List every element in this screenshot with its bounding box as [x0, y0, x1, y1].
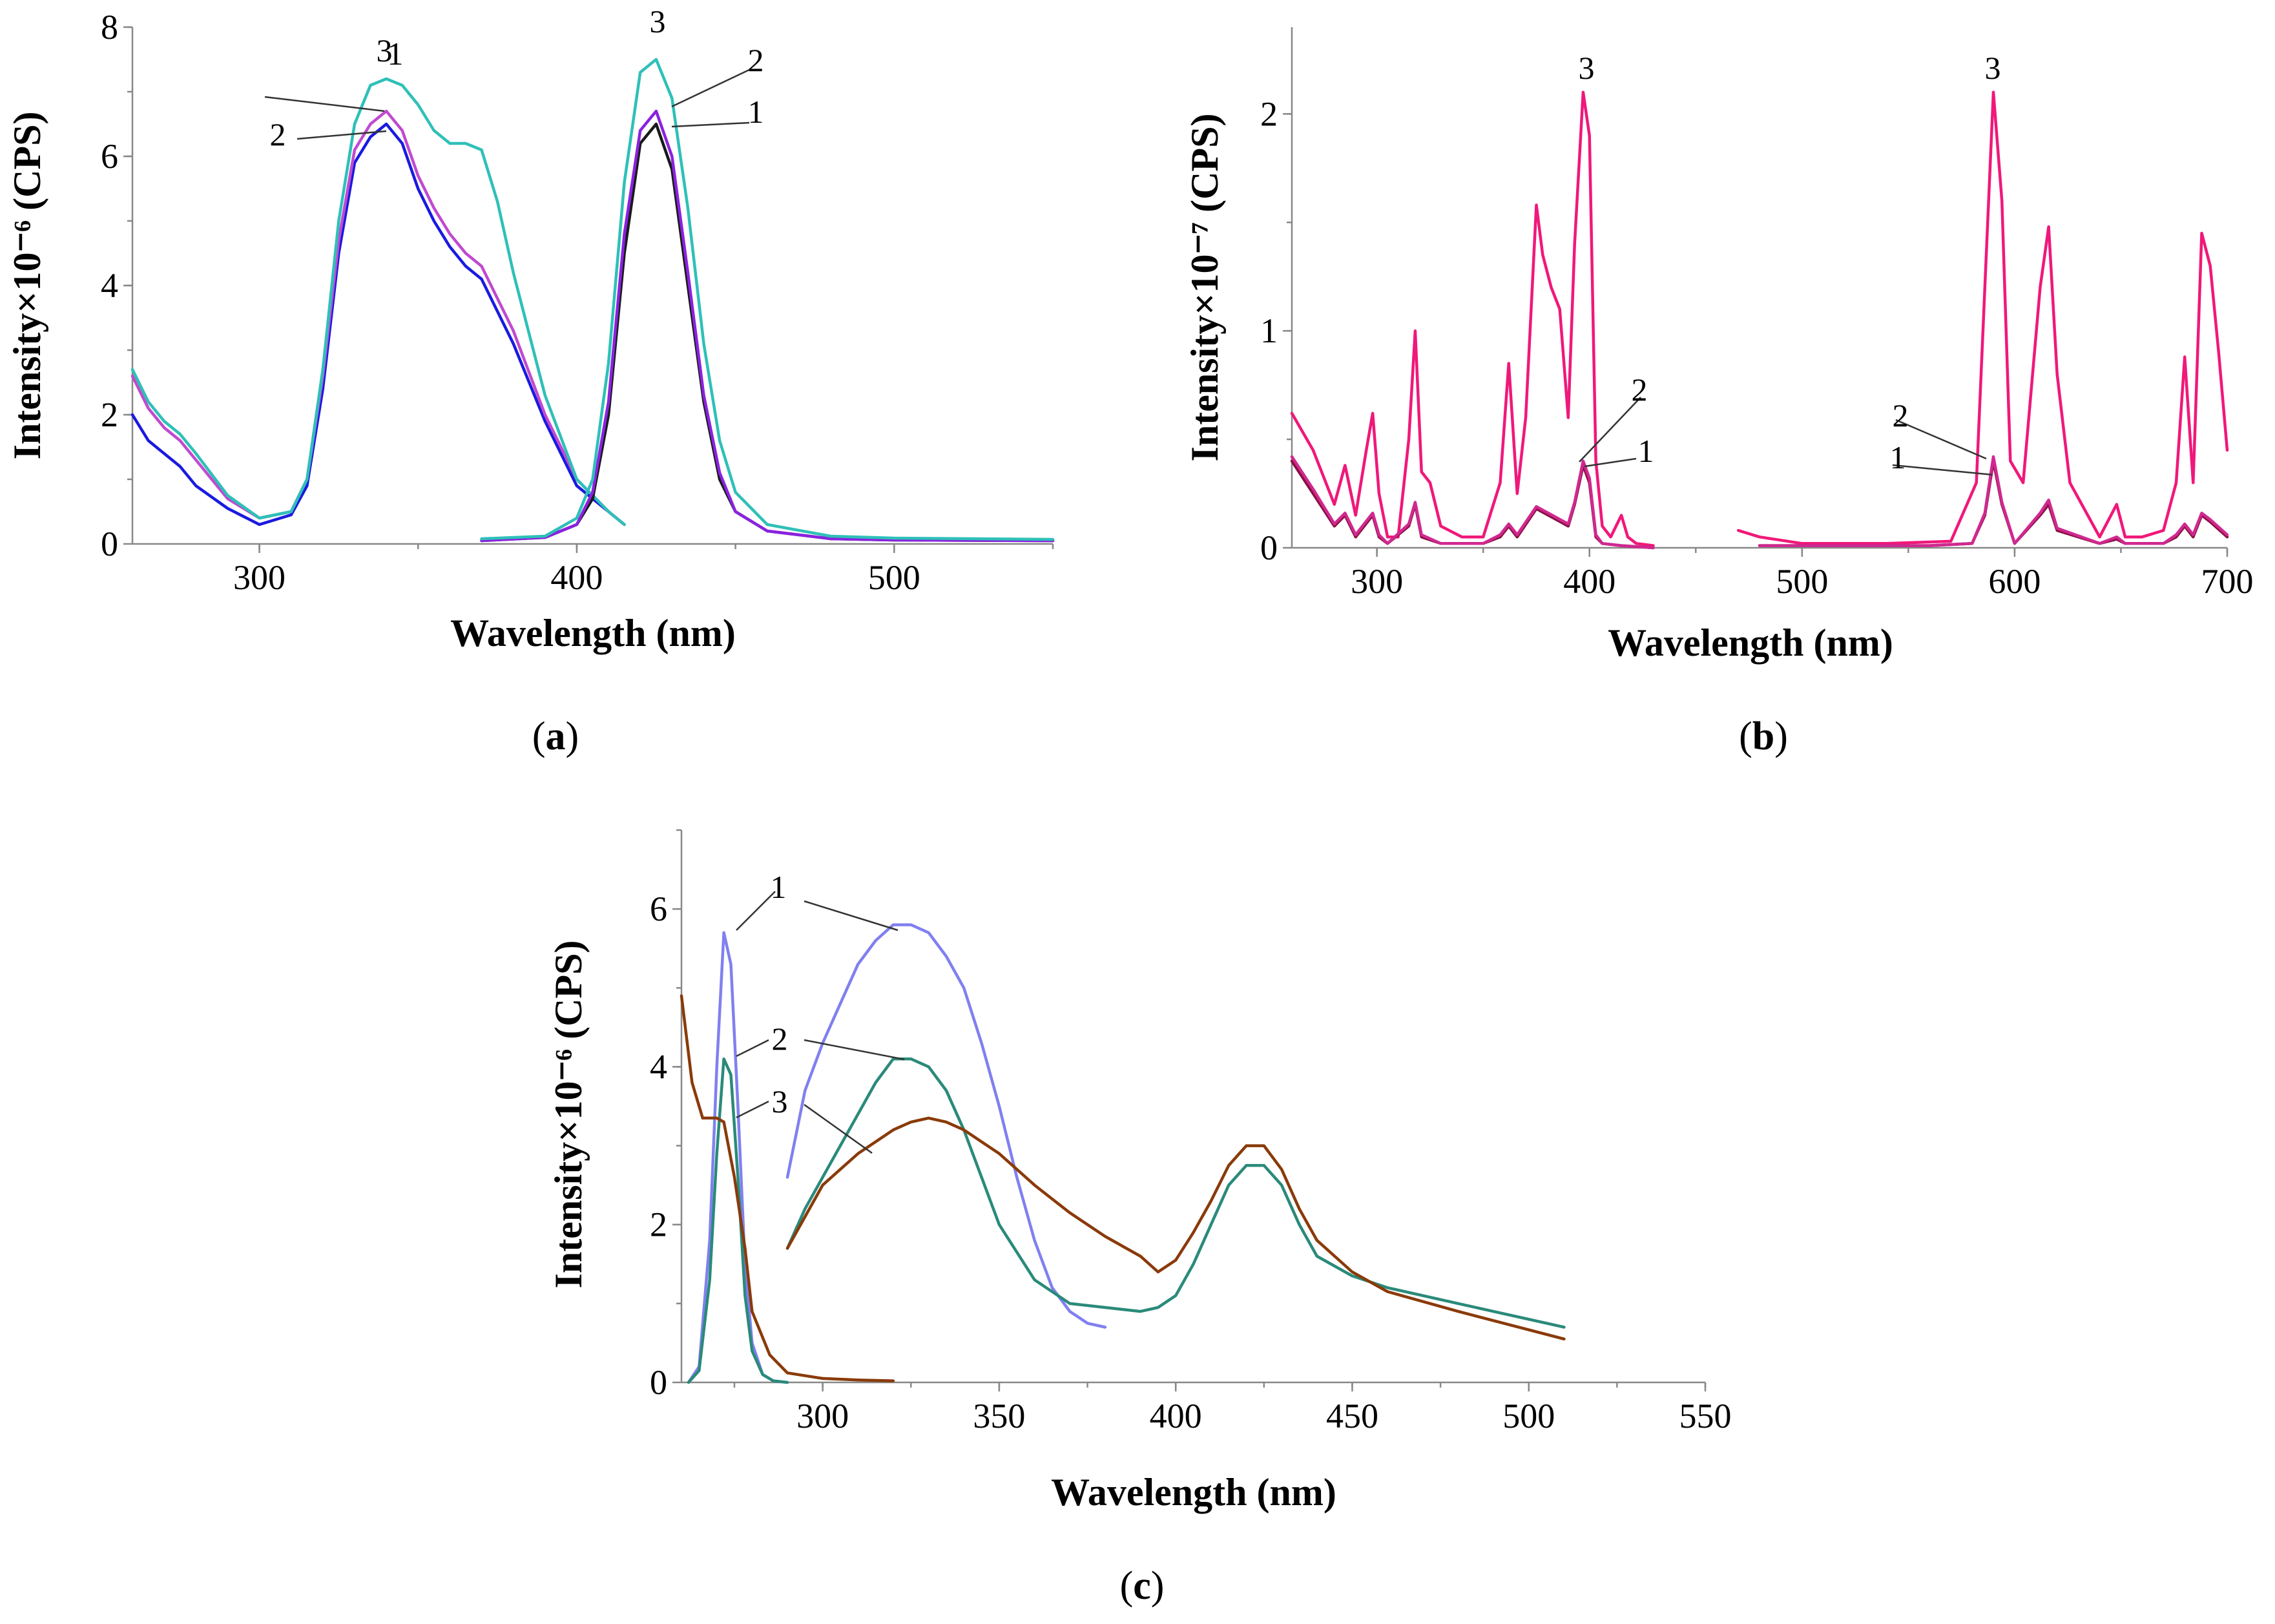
series-line-3: [480, 57, 1055, 541]
curve-label: 3: [1579, 50, 1595, 86]
curve-label: 1: [388, 36, 404, 72]
series-line-2: [480, 109, 1055, 543]
y-tick-label: 8: [101, 8, 118, 47]
curve-label: 2: [772, 1021, 788, 1057]
curve-label: 2: [1632, 371, 1648, 408]
leader-line: [804, 900, 899, 932]
leader-line: [296, 130, 387, 140]
leader-line: [1584, 457, 1637, 468]
x-tick-label: 500: [1776, 562, 1828, 601]
leader-line: [1579, 397, 1641, 463]
series-line-3: [680, 994, 895, 1382]
chart-panel-a: 300 400 500 0 2 4 6 8 Wavelength (nm) Intensity×1…: [6, 3, 1055, 758]
leader-line: [736, 1039, 769, 1057]
panel-label: (a): [532, 714, 579, 758]
y-tick-label: 2: [1260, 94, 1278, 133]
chart-panel-b: 300 400 500 600 700 0 1 2 Wavelength (nm) Intensi…: [1183, 27, 2254, 758]
panel-label: (c): [1120, 1564, 1165, 1608]
x-tick-label: 500: [1502, 1397, 1555, 1435]
panel-label-letter: c: [1133, 1564, 1151, 1608]
leader-line: [264, 96, 385, 112]
y-tick-label: 6: [101, 137, 118, 176]
leader-line: [1895, 419, 1987, 460]
curve-label: 3: [772, 1083, 788, 1119]
y-tick-label: 1: [1260, 311, 1278, 350]
x-tick-label: 450: [1326, 1397, 1378, 1435]
x-tick-label: 500: [868, 558, 920, 597]
x-axis-title: Wavelength (nm): [1608, 621, 1893, 664]
curve-label: 1: [748, 94, 764, 130]
y-axis-title: Intensity×10⁻⁷ (CPS): [1183, 114, 1226, 462]
curve-label: 3: [650, 3, 666, 39]
panel-label-close: ): [1774, 714, 1788, 758]
x-tick-label: 400: [550, 558, 603, 597]
panel-label-open: (: [532, 714, 546, 758]
x-tick-label: 300: [233, 558, 286, 597]
series-line-3: [1290, 90, 1655, 547]
panel-label: (b): [1739, 714, 1788, 758]
series-line-2: [1290, 455, 1655, 550]
curve-label: 1: [1890, 439, 1906, 475]
y-axis-title: Intensity×10⁻⁶ (CPS): [547, 941, 590, 1289]
curve-label: 3: [377, 32, 393, 68]
series-line-2: [130, 109, 626, 526]
curve-label: 2: [270, 116, 286, 152]
series-line-2: [1758, 455, 2229, 547]
panel-label-open: (: [1739, 714, 1752, 758]
series-line-2: [785, 1057, 1566, 1329]
y-tick-label: 4: [650, 1047, 667, 1086]
x-tick-label: 350: [973, 1397, 1025, 1435]
leader-line: [1892, 464, 1993, 476]
y-tick-label: 4: [101, 266, 118, 305]
x-tick-label: 600: [1988, 562, 2041, 601]
panel-label-close: ): [1151, 1564, 1165, 1608]
x-tick-label: 300: [796, 1397, 849, 1435]
curve-label: 1: [771, 869, 787, 905]
x-tick-label: 400: [1563, 562, 1615, 601]
y-axis-title: Intensity×10⁻⁶ (CPS): [6, 112, 48, 460]
x-tick-label: 300: [1351, 562, 1403, 601]
leader-line: [804, 1039, 905, 1061]
curve-label: 2: [1893, 397, 1909, 433]
y-tick-label: 6: [650, 890, 667, 928]
leader-line: [736, 891, 776, 931]
series-line-2: [687, 1057, 789, 1384]
series-line-3: [130, 77, 626, 526]
chart-panel-c: 300 350 400 450 500 550 0 2 4 6 Wavelength (nm) Int…: [547, 829, 1732, 1608]
y-tick-label: 0: [101, 525, 118, 563]
panel-label-letter: a: [546, 714, 566, 758]
series-line-3: [785, 1116, 1566, 1341]
y-tick-label: 2: [650, 1205, 667, 1244]
x-axis-title: Wavelength (nm): [1051, 1471, 1336, 1514]
x-tick-label: 700: [2201, 562, 2254, 601]
leader-line: [671, 68, 750, 108]
panel-label-letter: b: [1752, 714, 1774, 758]
leader-line: [736, 1100, 769, 1119]
panel-label-close: ): [566, 714, 579, 758]
curve-label: 3: [1985, 50, 2001, 86]
y-tick-label: 0: [1260, 528, 1278, 567]
panel-label-open: (: [1120, 1564, 1134, 1608]
series-line-3: [1736, 90, 2229, 545]
leader-line: [804, 1103, 873, 1154]
y-tick-label: 2: [101, 395, 118, 434]
series-line-1: [130, 122, 626, 526]
x-axis-title: Wavelength (nm): [450, 612, 736, 654]
y-tick-label: 0: [650, 1363, 667, 1402]
series-line-1: [480, 122, 1055, 543]
leader-line: [671, 121, 750, 128]
x-tick-label: 550: [1679, 1397, 1732, 1435]
curve-label: 1: [1638, 433, 1654, 469]
series-line-1: [785, 923, 1107, 1329]
curve-label: 2: [748, 42, 764, 78]
x-tick-label: 400: [1150, 1397, 1202, 1435]
